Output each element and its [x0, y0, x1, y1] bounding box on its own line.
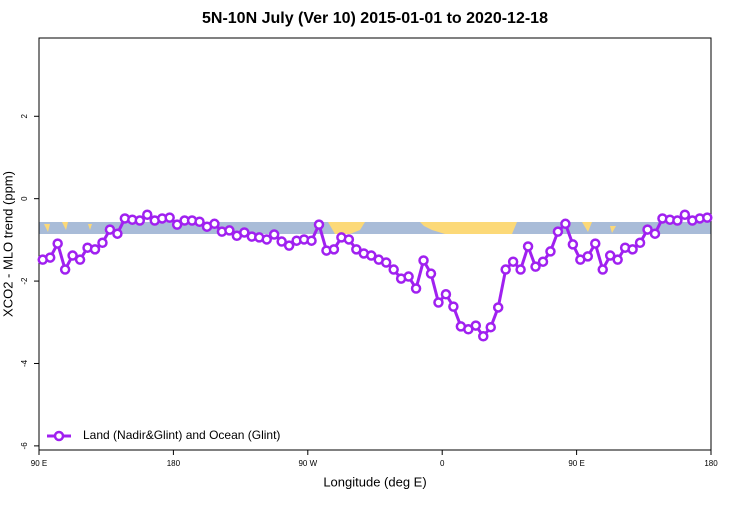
data-point	[582, 251, 594, 262]
data-point	[224, 225, 235, 236]
data-point	[642, 224, 653, 235]
data-point	[268, 229, 280, 240]
data-point	[142, 209, 153, 220]
data-point	[97, 237, 108, 249]
data-point	[597, 264, 608, 275]
data-point	[433, 297, 444, 308]
y-tick-label: 0	[20, 196, 29, 201]
data-point	[410, 283, 422, 294]
data-point	[634, 237, 646, 249]
data-point	[702, 212, 713, 223]
data-point	[388, 264, 399, 275]
x-tick-label: 0	[440, 459, 445, 468]
x-tick-label: 90 E	[31, 459, 47, 468]
data-point	[560, 218, 571, 230]
data-point	[485, 321, 496, 333]
data-point	[276, 236, 287, 247]
data-point	[171, 219, 183, 230]
legend-marker	[53, 430, 65, 442]
data-point	[470, 320, 482, 331]
data-point	[612, 254, 623, 265]
x-tick-label: 90 W	[298, 459, 317, 468]
data-point	[283, 240, 295, 251]
data-point	[59, 264, 71, 275]
data-point	[328, 244, 340, 255]
land-patch	[328, 222, 365, 234]
data-point	[380, 257, 392, 268]
data-point	[515, 264, 526, 275]
data-point	[351, 244, 362, 255]
data-point	[567, 239, 579, 250]
data-point	[440, 289, 452, 300]
data-point	[104, 224, 116, 235]
data-point	[590, 238, 601, 249]
y-tick-label: 2	[20, 114, 29, 119]
data-point	[507, 256, 519, 267]
data-point	[425, 268, 437, 279]
data-point	[164, 212, 175, 223]
land-patch	[420, 222, 517, 234]
data-point	[672, 215, 683, 226]
data-point	[537, 256, 549, 267]
y-axis-label: XCO2 - MLO trend (ppm)	[0, 171, 15, 317]
data-point	[67, 250, 78, 261]
data-point	[306, 235, 317, 246]
legend-label: Land (Nadir&Glint) and Ocean (Glint)	[83, 428, 280, 442]
data-point	[500, 264, 511, 275]
data-point	[403, 271, 414, 282]
data-point	[448, 301, 459, 312]
data-point	[545, 246, 556, 257]
data-point	[44, 252, 56, 263]
chart-title: 5N-10N July (Ver 10) 2015-01-01 to 2020-…	[202, 10, 548, 27]
data-point	[209, 218, 220, 230]
x-tick-label: 180	[167, 459, 181, 468]
plot-frame	[38, 37, 712, 451]
data-point	[679, 209, 691, 220]
data-point	[366, 250, 377, 261]
data-point	[134, 215, 146, 226]
x-tick-label: 90 E	[568, 459, 584, 468]
data-point	[74, 254, 86, 265]
y-tick-label: -6	[20, 442, 29, 450]
data-point	[261, 234, 272, 245]
data-point	[627, 244, 638, 255]
y-tick-label: -2	[20, 277, 29, 285]
data-point	[492, 302, 504, 313]
data-point	[343, 234, 355, 245]
data-point	[604, 250, 616, 261]
data-point	[52, 238, 63, 249]
data-point	[194, 216, 205, 228]
data-point	[478, 331, 489, 342]
data-point	[649, 228, 661, 239]
y-tick-label: -4	[20, 359, 29, 367]
data-point	[313, 219, 325, 230]
x-tick-label: 180	[704, 459, 718, 468]
data-point	[522, 241, 534, 252]
data-point	[112, 228, 123, 239]
data-point	[552, 226, 564, 237]
data-point	[89, 244, 101, 255]
x-axis-label: Longitude (deg E)	[323, 474, 426, 489]
data-point	[418, 255, 429, 266]
data-point	[239, 227, 250, 238]
data-point	[530, 261, 541, 272]
